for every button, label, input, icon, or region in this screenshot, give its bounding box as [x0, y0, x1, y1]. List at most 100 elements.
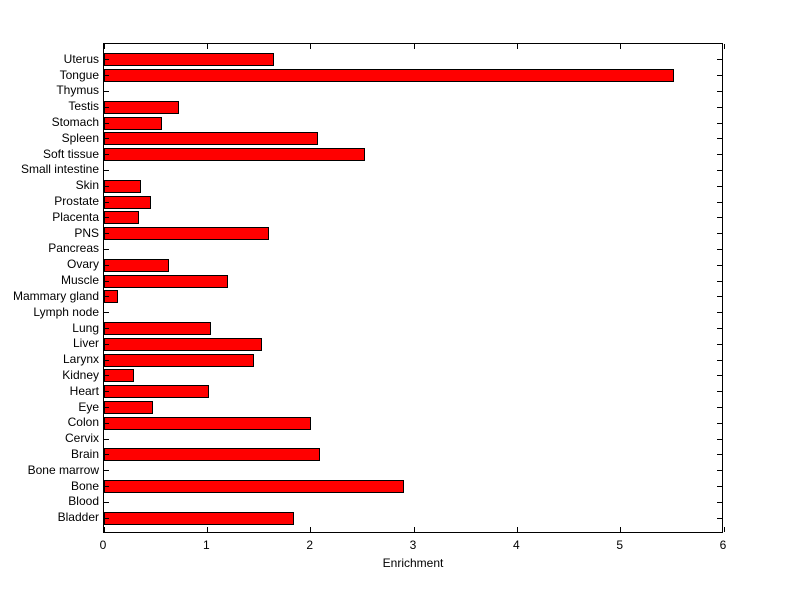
x-tick	[103, 44, 105, 49]
y-tick-label: Blood	[68, 494, 99, 509]
y-tick	[717, 138, 722, 140]
x-tick-label: 0	[99, 538, 107, 552]
y-tick	[104, 391, 109, 393]
y-tick	[104, 359, 109, 361]
x-tick	[723, 527, 725, 532]
bar	[104, 227, 269, 241]
y-tick	[717, 422, 722, 424]
x-tick	[620, 44, 622, 49]
y-tick-label: Uterus	[63, 51, 99, 66]
y-tick	[717, 343, 722, 345]
y-tick	[717, 154, 722, 156]
y-tick	[717, 454, 722, 456]
y-tick	[104, 201, 109, 203]
y-tick-label: Larynx	[62, 352, 99, 367]
y-tick-label: Skin	[75, 178, 99, 193]
x-tick-label: 2	[306, 538, 313, 552]
y-tick-label: Lymph node	[33, 304, 99, 319]
y-tick-label: Soft tissue	[42, 146, 99, 161]
y-tick-label: Thymus	[56, 83, 99, 98]
bar	[104, 274, 228, 288]
y-tick-label: Placenta	[52, 209, 99, 224]
y-tick	[104, 90, 109, 92]
y-tick-label: Lung	[72, 320, 99, 335]
y-tick	[717, 248, 722, 250]
y-tick	[104, 59, 109, 61]
y-tick	[717, 201, 722, 203]
y-tick-label: PNS	[74, 225, 99, 240]
y-tick-label: Mammary gland	[12, 288, 99, 303]
x-tick	[516, 527, 518, 532]
y-tick-label: Brain	[70, 446, 99, 461]
bar	[104, 69, 674, 83]
y-tick	[104, 517, 109, 519]
y-tick	[717, 328, 722, 330]
y-tick-label: Pancreas	[48, 241, 99, 256]
y-tick	[104, 233, 109, 235]
y-tick	[717, 407, 722, 409]
y-tick	[717, 280, 722, 282]
y-tick-label: Spleen	[61, 130, 99, 145]
bar	[104, 480, 404, 494]
y-tick	[717, 185, 722, 187]
x-tick	[620, 527, 622, 532]
y-tick	[104, 486, 109, 488]
x-tick	[723, 44, 725, 49]
y-tick	[717, 438, 722, 440]
x-tick-label: 4	[512, 538, 520, 552]
y-tick	[104, 312, 109, 314]
x-tick-label: 3	[409, 538, 417, 552]
y-tick	[717, 217, 722, 219]
y-tick-label: Heart	[69, 383, 99, 398]
x-tick	[310, 527, 312, 532]
y-tick-label: Ovary	[66, 257, 99, 272]
x-axis-label: Enrichment	[382, 556, 444, 570]
y-tick	[104, 438, 109, 440]
y-tick	[104, 343, 109, 345]
bar	[104, 100, 179, 114]
y-tick	[104, 138, 109, 140]
bar	[104, 385, 209, 399]
x-tick	[413, 527, 415, 532]
bar	[104, 511, 294, 525]
y-tick-label: Tongue	[59, 67, 99, 82]
y-tick	[717, 169, 722, 171]
bar	[104, 53, 274, 67]
x-tick-label: 5	[616, 538, 623, 552]
y-tick	[104, 422, 109, 424]
y-tick-label: Prostate	[54, 194, 99, 209]
y-tick-label: Bone	[70, 478, 99, 493]
y-tick	[717, 359, 722, 361]
y-tick	[717, 486, 722, 488]
y-tick	[104, 407, 109, 409]
y-tick	[104, 296, 109, 298]
bar	[104, 116, 162, 130]
y-tick	[717, 296, 722, 298]
y-tick	[717, 90, 722, 92]
y-tick	[104, 501, 109, 503]
y-tick	[717, 233, 722, 235]
bar	[104, 416, 311, 430]
y-tick	[104, 328, 109, 330]
bar	[104, 353, 254, 367]
bar	[104, 337, 262, 351]
y-tick	[104, 185, 109, 187]
plot-area	[103, 43, 725, 533]
y-tick	[717, 122, 722, 124]
y-tick	[104, 122, 109, 124]
x-tick	[206, 527, 208, 532]
y-tick	[717, 106, 722, 108]
y-tick	[104, 217, 109, 219]
y-tick-label: Liver	[72, 336, 99, 351]
y-tick-label: Cervix	[64, 431, 99, 446]
x-tick	[103, 527, 105, 532]
x-tick	[310, 44, 312, 49]
y-tick-label: Stomach	[51, 115, 99, 130]
y-tick-label: Bladder	[57, 510, 99, 525]
y-tick	[104, 470, 109, 472]
bar	[104, 132, 318, 146]
y-tick-label: Eye	[78, 399, 99, 414]
y-tick	[104, 280, 109, 282]
bar	[104, 179, 141, 193]
